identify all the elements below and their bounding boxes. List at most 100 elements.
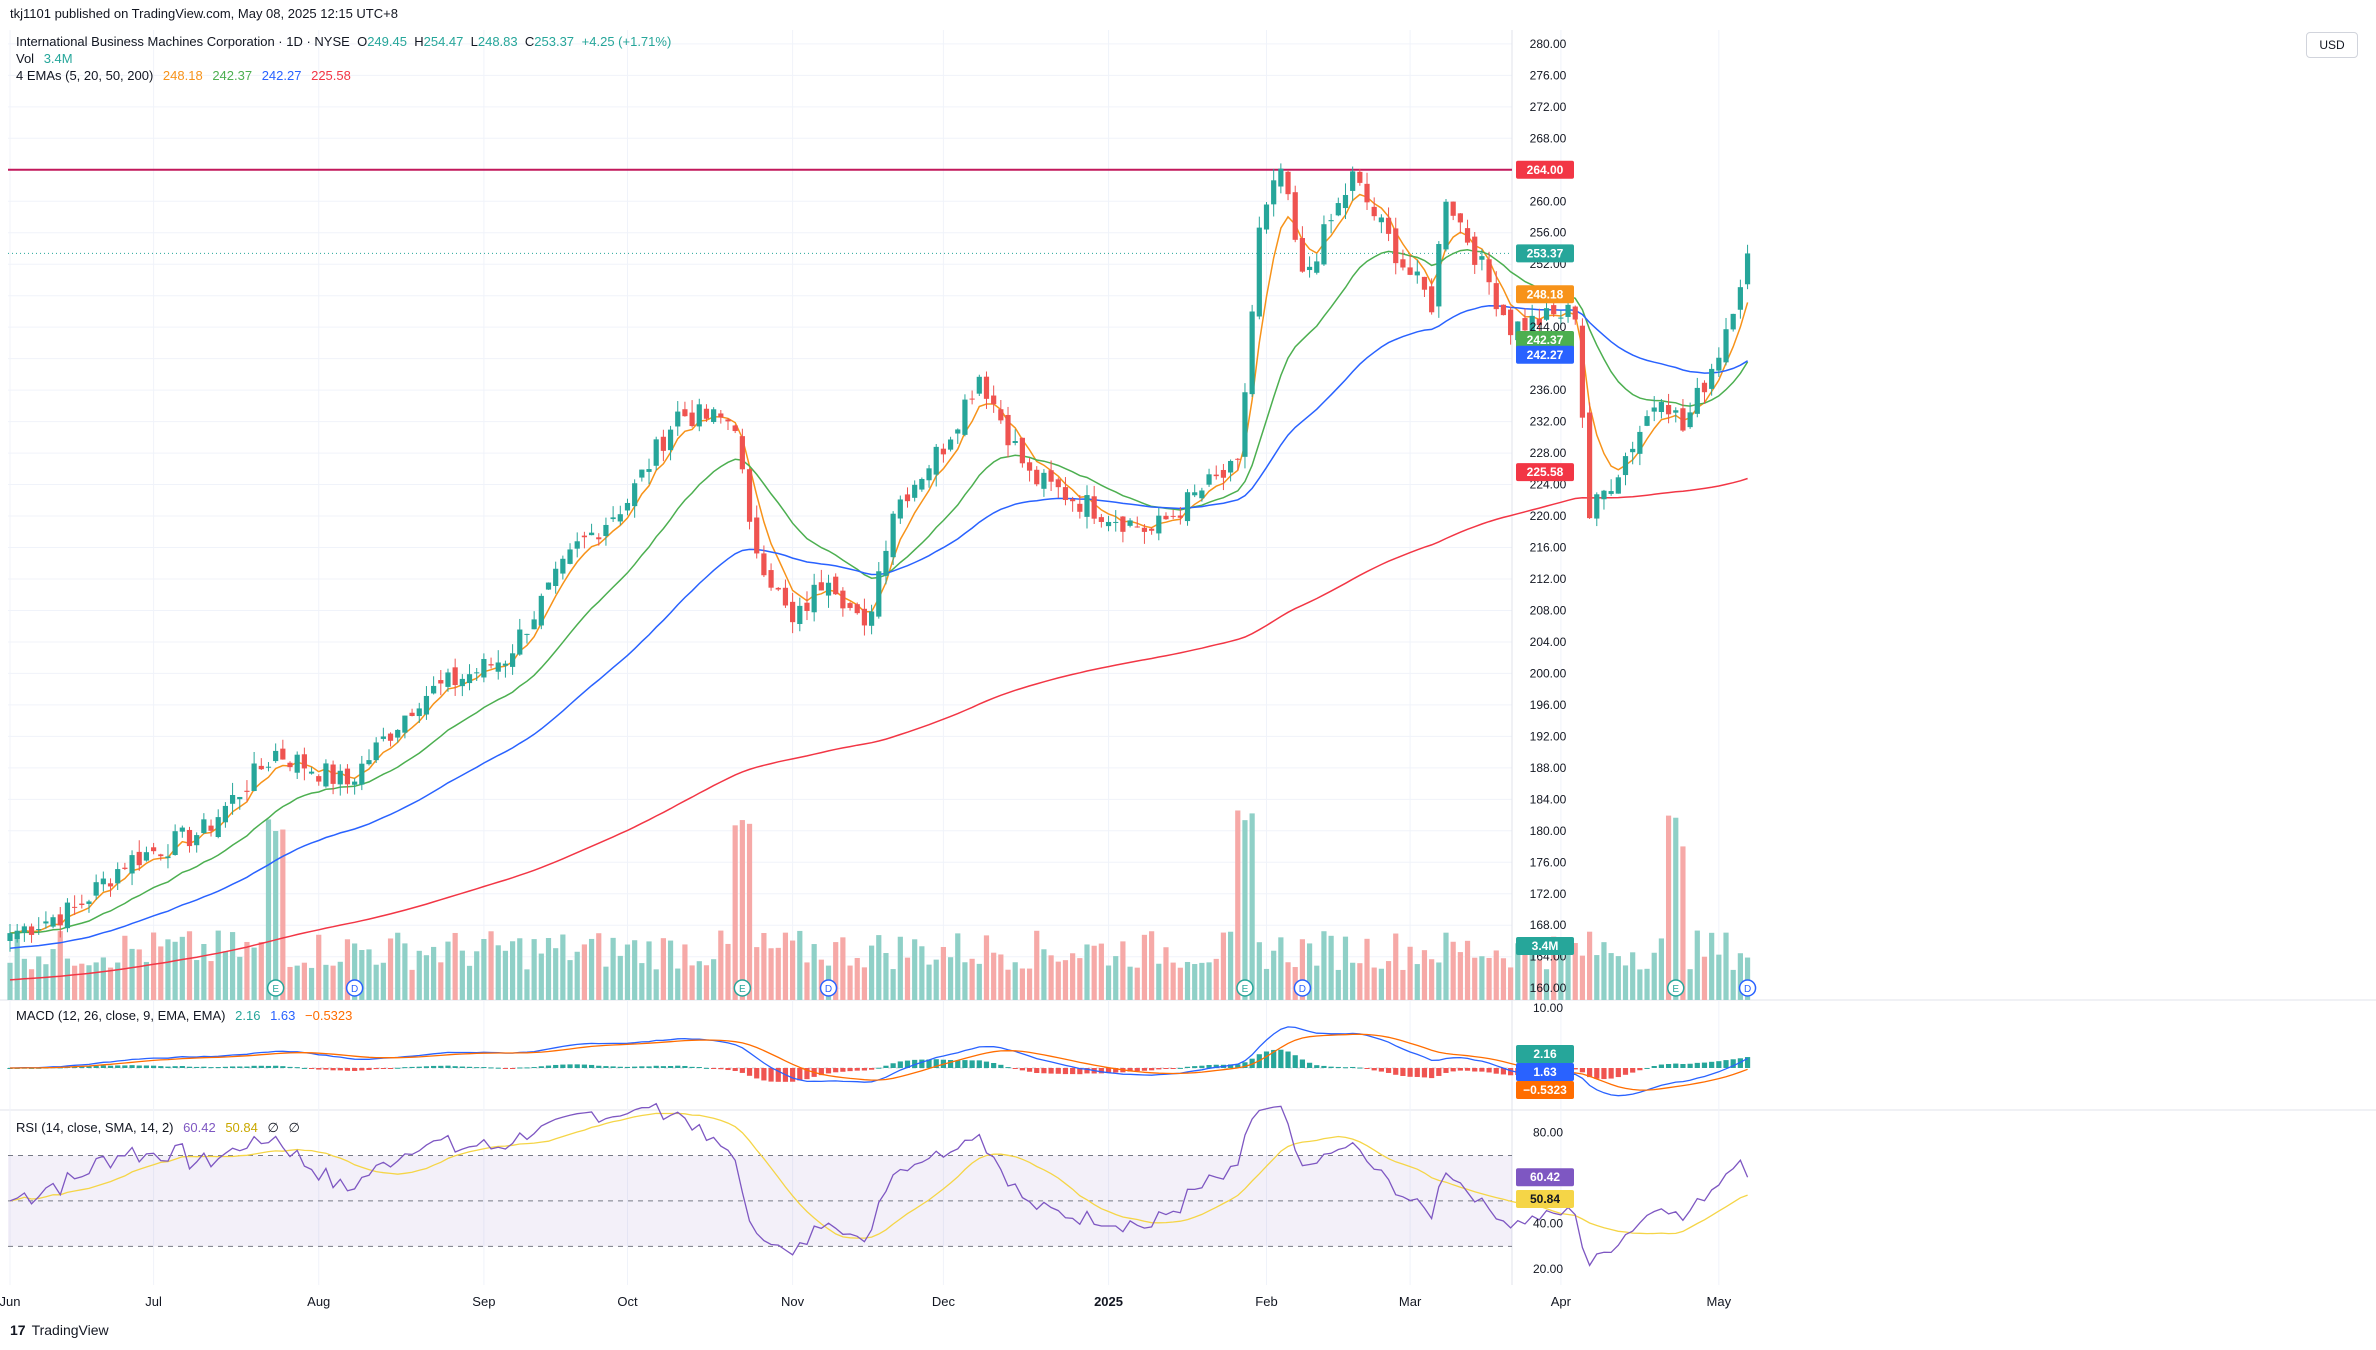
macd-histogram-bar [1665, 1064, 1672, 1068]
candle-body [754, 517, 760, 554]
macd-histogram-bar [1127, 1068, 1133, 1072]
macd-histogram-bar [1644, 1067, 1650, 1069]
macd-histogram-bar [1658, 1064, 1664, 1068]
candle-body [1472, 236, 1478, 265]
candle-body [1457, 213, 1463, 223]
candle-body [1192, 492, 1198, 496]
macd-histogram-bar [653, 1065, 659, 1068]
candle-body [1292, 192, 1298, 240]
candle-body [215, 817, 221, 838]
macd-histogram-bar [1342, 1067, 1349, 1069]
price-tick-label: 184.00 [1530, 792, 1567, 806]
volume-bar [1551, 936, 1557, 1000]
volume-bar [818, 959, 824, 1000]
candle-body [1551, 305, 1557, 315]
candle-body [1357, 171, 1363, 183]
volume-bar [667, 940, 674, 1000]
currency-button[interactable]: USD [2306, 32, 2358, 58]
ema-axis-label-box [1516, 330, 1574, 349]
volume-bar [553, 948, 559, 1000]
macd-histogram-bar [280, 1066, 286, 1068]
volume-bar [1026, 968, 1033, 1000]
macd-histogram-bar [229, 1066, 236, 1068]
candle-body [1220, 469, 1227, 478]
macd-histogram-bar [79, 1066, 85, 1068]
macd-histogram-bar [703, 1067, 710, 1069]
candle-body [344, 768, 351, 785]
candle-body [72, 906, 78, 908]
candle-body [158, 854, 164, 857]
macd-histogram-bar [395, 1067, 401, 1069]
candle-body [840, 590, 846, 609]
macd-histogram-bar [1077, 1068, 1083, 1075]
volume-bar [1587, 931, 1593, 1000]
time-tick-label: Aug [307, 1294, 330, 1309]
candle-body [926, 468, 932, 481]
candle-body [976, 376, 982, 394]
volume-bar [294, 965, 300, 1000]
candle-body [1701, 382, 1708, 393]
candle-body [1579, 325, 1586, 418]
volume-bar [861, 967, 868, 1000]
macd-histogram-bar [790, 1068, 796, 1082]
candle-body [1479, 256, 1485, 260]
volume-bar [538, 953, 544, 1000]
volume-bar [897, 936, 903, 1000]
volume-bar [574, 951, 580, 1000]
volume-bar [1443, 932, 1449, 1000]
volume-bar [1429, 959, 1435, 1000]
candle-body [1113, 521, 1119, 523]
price-tick-label: 172.00 [1530, 887, 1567, 901]
rsi-legend: RSI (14, close, SMA, 14, 2) 60.42 50.84 … [16, 1120, 300, 1136]
candle-body [237, 796, 243, 800]
macd-histogram-bar [323, 1068, 329, 1070]
candle-body [861, 608, 868, 626]
candle-body [1184, 492, 1191, 522]
macd-histogram-bar [100, 1065, 106, 1068]
volume-bar [1220, 932, 1227, 1000]
candle-body [1278, 168, 1284, 187]
ema-axis-label: 248.18 [1527, 287, 1564, 301]
macd-histogram-bar [660, 1066, 666, 1068]
volume-bar [1615, 956, 1621, 1000]
candle-body [1314, 261, 1320, 273]
ohlc-low: L248.83 [470, 34, 518, 49]
macd-histogram-bar [366, 1068, 372, 1070]
macd-histogram-bar [1500, 1068, 1507, 1075]
tradingview-footer[interactable]: 17 TradingView [10, 1322, 109, 1338]
candle-body [969, 398, 975, 400]
macd-histogram-bar [287, 1066, 293, 1068]
macd-histogram-bar [1163, 1068, 1169, 1069]
candle-body [194, 835, 200, 846]
volume-bar [330, 965, 336, 1000]
volume-bar [1077, 958, 1083, 1000]
macd-histogram-bar [847, 1068, 853, 1072]
candle-body [854, 604, 860, 614]
volume-bar [545, 938, 552, 1000]
volume-bar [1228, 931, 1234, 1000]
candle-body [459, 678, 465, 687]
volume-bar [531, 939, 537, 1000]
price-tick-label: 192.00 [1530, 729, 1567, 743]
volume-bar [1335, 969, 1341, 1000]
candle-body [1515, 321, 1521, 341]
macd-histogram-bar [352, 1068, 358, 1071]
candle-body [1508, 309, 1514, 336]
event-marker-e [1667, 979, 1685, 997]
macd-histogram-bar [1694, 1062, 1700, 1068]
candle-body [739, 436, 745, 470]
volume-bar [1522, 941, 1528, 1000]
volume-bar [416, 950, 422, 1000]
candle-body [50, 917, 56, 927]
event-marker-e [266, 979, 285, 997]
volume-bar [280, 829, 286, 1000]
candle-body [122, 867, 128, 869]
volume-bar [244, 941, 250, 1000]
ema-axis-label: 242.27 [1527, 348, 1564, 362]
macd-histogram-bar [344, 1068, 351, 1071]
candle-body [1737, 287, 1743, 310]
volume-bar [1371, 967, 1377, 1000]
macd-histogram-bar [545, 1065, 552, 1068]
macd-panel [7, 1026, 1751, 1097]
